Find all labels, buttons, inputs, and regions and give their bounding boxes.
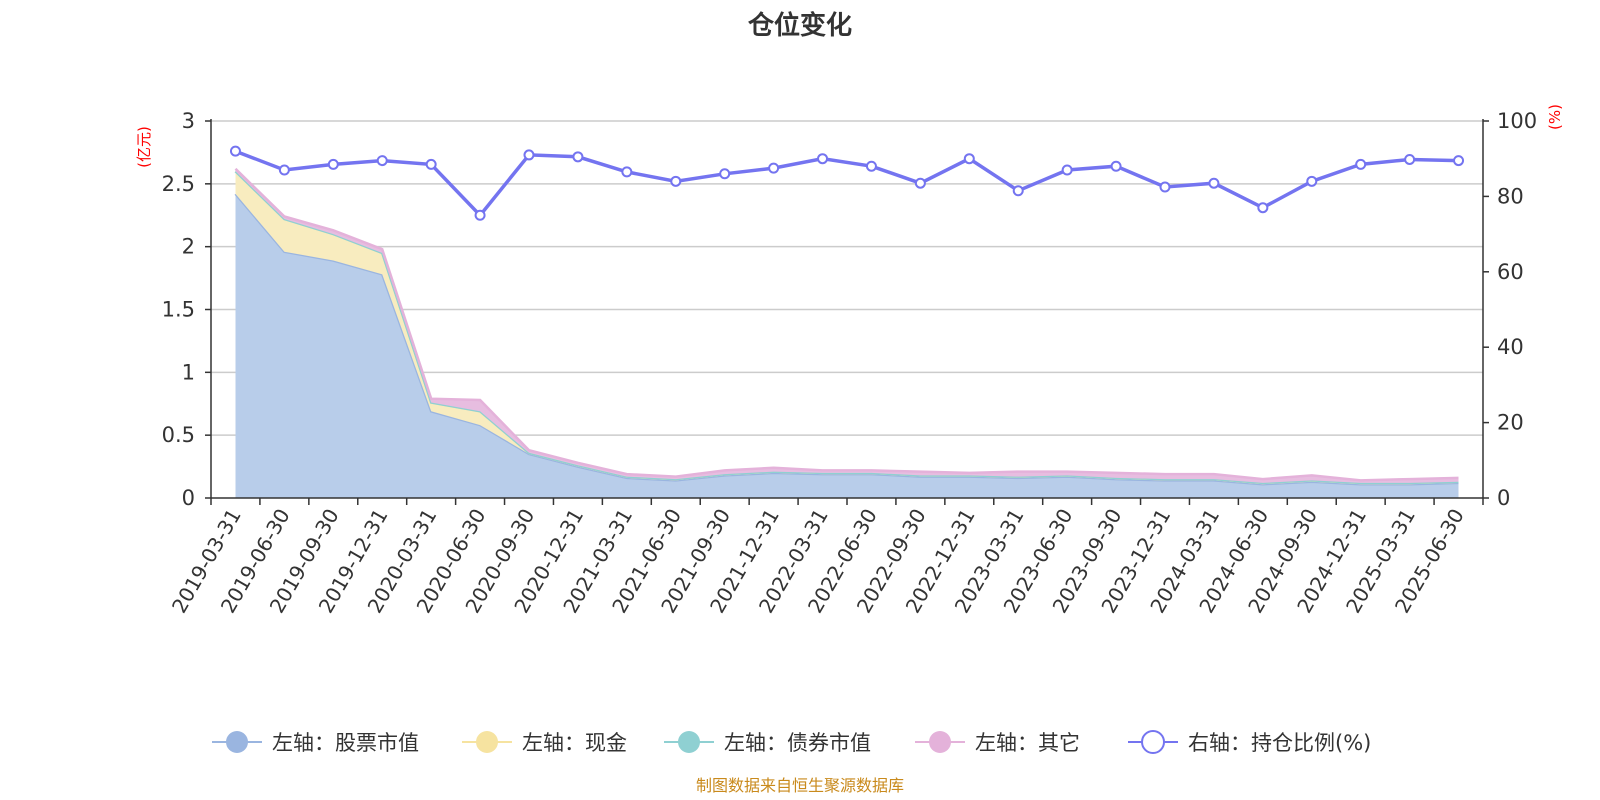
legend-marker — [1141, 730, 1165, 754]
ratio-point — [963, 153, 975, 165]
ratio-line — [229, 145, 1465, 221]
right-axis-tick-label: 60 — [1497, 260, 1524, 284]
legend-label: 右轴：持仓比例(%) — [1188, 731, 1371, 755]
legend-stock[interactable]: 左轴：股票市值 — [212, 731, 419, 755]
other-area-line — [234, 167, 1459, 482]
ratio-point — [425, 158, 437, 170]
legend-label: 左轴：债券市值 — [724, 731, 871, 755]
legend[interactable]: 左轴：股票市值 左轴：现金 左轴：债券市值 左轴：其它 右轴：持仓比例(%) — [212, 730, 1371, 755]
ratio-point — [327, 158, 339, 170]
ratio-point — [474, 209, 486, 221]
right-axis-unit: (%) — [1546, 104, 1564, 130]
legend-bond[interactable]: 左轴：债券市值 — [664, 731, 871, 755]
ratio-point — [719, 168, 731, 180]
ratio-point — [865, 160, 877, 172]
ratio-point — [1012, 185, 1024, 197]
legend-label: 左轴：现金 — [522, 731, 627, 755]
plot-area — [234, 167, 1459, 498]
ratio-point — [1453, 155, 1465, 167]
ratio-point — [817, 153, 829, 165]
legend-label: 左轴：其它 — [975, 731, 1080, 755]
ratio-point — [1306, 175, 1318, 187]
ratio-point — [376, 155, 388, 167]
chart-title: 仓位变化 — [747, 10, 852, 41]
ratio-point — [1208, 177, 1220, 189]
ratio-point — [914, 177, 926, 189]
ratio-point — [1404, 153, 1416, 165]
right-axis-tick-label: 40 — [1497, 335, 1524, 359]
ratio-point — [621, 166, 633, 178]
legend-marker — [226, 731, 248, 753]
left-axis-tick-label: 0.5 — [162, 423, 195, 447]
ratio-point — [1159, 181, 1171, 193]
legend-cash[interactable]: 左轴：现金 — [462, 731, 627, 755]
left-axis-unit: (亿元) — [135, 126, 153, 168]
ratio-point — [670, 175, 682, 187]
stock-area — [235, 193, 1459, 498]
ratio-point — [229, 145, 241, 157]
left-axis-tick-label: 1.5 — [162, 298, 195, 322]
ratio-point — [1355, 158, 1367, 170]
left-axis-tick-label: 1 — [182, 360, 195, 384]
right-axis-tick-label: 80 — [1497, 184, 1524, 208]
ratio-point — [1061, 164, 1073, 176]
ratio-series-line — [234, 149, 1459, 218]
ratio-point — [572, 151, 584, 163]
legend-label: 左轴：股票市值 — [272, 731, 419, 755]
legend-marker — [678, 731, 700, 753]
left-axis-tick-label: 2.5 — [162, 172, 195, 196]
legend-marker — [476, 731, 498, 753]
left-axis-tick-label: 2 — [182, 235, 195, 259]
legend-ratio[interactable]: 右轴：持仓比例(%) — [1128, 730, 1371, 755]
right-axis-tick-label: 20 — [1497, 411, 1524, 435]
left-axis-tick-label: 0 — [182, 486, 195, 510]
ratio-point — [1110, 160, 1122, 172]
left-axis-tick-label: 3 — [182, 109, 195, 133]
right-axis-tick-label: 0 — [1497, 486, 1510, 510]
legend-other[interactable]: 左轴：其它 — [915, 731, 1080, 755]
ratio-point — [278, 164, 290, 176]
ratio-point — [1257, 202, 1269, 214]
right-axis-tick-label: 100 — [1497, 109, 1537, 133]
legend-marker — [929, 731, 951, 753]
ratio-point — [523, 149, 535, 161]
ratio-point — [768, 162, 780, 174]
data-source-note: 制图数据来自恒生聚源数据库 — [696, 776, 904, 795]
